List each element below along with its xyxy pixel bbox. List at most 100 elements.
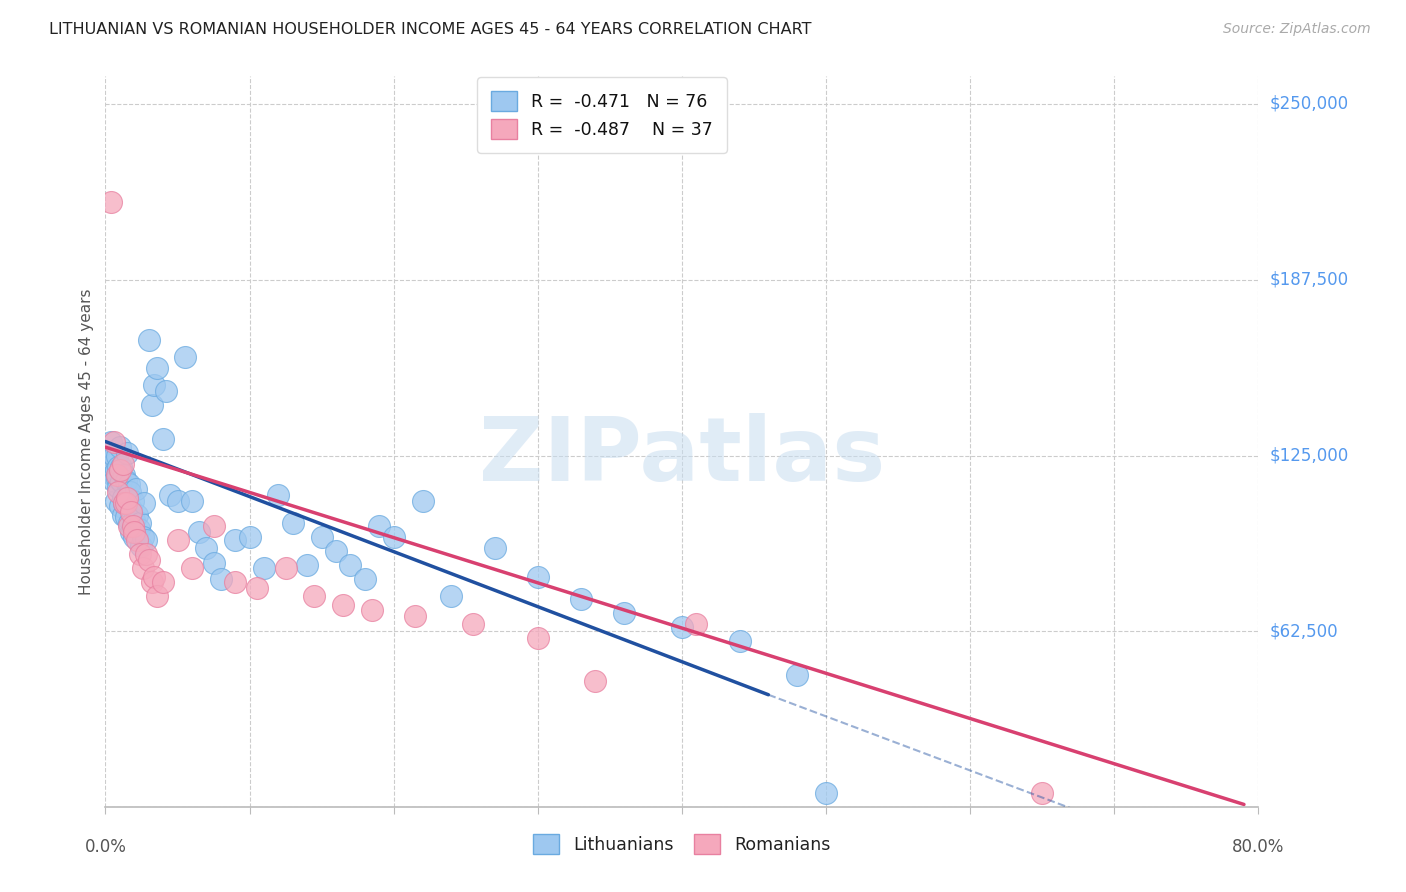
Point xyxy=(202,519,225,533)
Point xyxy=(146,361,169,376)
Point xyxy=(143,569,166,583)
Point xyxy=(125,483,148,497)
Point xyxy=(224,533,246,547)
Point xyxy=(786,668,808,682)
Point xyxy=(166,493,188,508)
Point xyxy=(111,508,134,522)
Point xyxy=(332,598,354,612)
Point xyxy=(1031,786,1053,800)
Point xyxy=(128,522,150,536)
Point xyxy=(138,333,160,347)
Point xyxy=(325,544,347,558)
Point xyxy=(304,589,326,603)
Point xyxy=(166,533,188,547)
Point xyxy=(114,474,136,488)
Point xyxy=(135,533,157,547)
Text: $250,000: $250,000 xyxy=(1270,95,1348,113)
Point xyxy=(103,474,125,488)
Point xyxy=(132,530,155,544)
Point xyxy=(239,530,262,544)
Point xyxy=(180,561,204,575)
Point xyxy=(112,496,135,510)
Point xyxy=(382,530,405,544)
Point xyxy=(118,485,141,500)
Point xyxy=(129,516,152,530)
Point xyxy=(141,575,163,590)
Point xyxy=(117,519,139,533)
Point xyxy=(120,502,142,516)
Point xyxy=(104,493,127,508)
Point xyxy=(131,539,153,553)
Point xyxy=(115,491,138,505)
Text: LITHUANIAN VS ROMANIAN HOUSEHOLDER INCOME AGES 45 - 64 YEARS CORRELATION CHART: LITHUANIAN VS ROMANIAN HOUSEHOLDER INCOM… xyxy=(49,22,811,37)
Point xyxy=(246,581,269,595)
Point xyxy=(110,459,132,474)
Point xyxy=(108,500,131,514)
Point xyxy=(117,476,139,491)
Point xyxy=(110,474,132,488)
Legend: Lithuanians, Romanians: Lithuanians, Romanians xyxy=(526,827,838,861)
Point xyxy=(146,589,169,603)
Point xyxy=(103,434,125,449)
Point xyxy=(440,589,463,603)
Point xyxy=(107,479,129,493)
Point xyxy=(527,569,550,583)
Point xyxy=(98,446,121,460)
Point xyxy=(107,485,129,500)
Point xyxy=(188,524,211,539)
Point xyxy=(105,471,128,485)
Point xyxy=(121,493,143,508)
Point xyxy=(267,488,290,502)
Point xyxy=(484,541,506,556)
Text: $62,500: $62,500 xyxy=(1270,623,1339,640)
Point xyxy=(108,463,131,477)
Text: Source: ZipAtlas.com: Source: ZipAtlas.com xyxy=(1223,22,1371,37)
Point xyxy=(613,606,636,620)
Point xyxy=(105,449,128,463)
Point xyxy=(281,516,304,530)
Text: $125,000: $125,000 xyxy=(1270,447,1348,465)
Point xyxy=(132,561,155,575)
Point xyxy=(180,493,204,508)
Point xyxy=(138,552,160,566)
Point xyxy=(108,440,131,454)
Point xyxy=(815,786,838,800)
Point xyxy=(127,508,149,522)
Point xyxy=(585,673,607,688)
Point xyxy=(127,533,149,547)
Point xyxy=(209,573,232,587)
Point xyxy=(100,195,122,210)
Point xyxy=(411,493,433,508)
Point xyxy=(297,558,319,573)
Point xyxy=(120,505,142,519)
Point xyxy=(114,510,136,524)
Point xyxy=(253,561,276,575)
Point xyxy=(354,573,377,587)
Point xyxy=(135,547,157,561)
Point xyxy=(111,491,134,505)
Point xyxy=(224,575,246,590)
Point xyxy=(115,493,138,508)
Point xyxy=(195,541,218,556)
Point xyxy=(311,530,333,544)
Point xyxy=(368,519,391,533)
Point xyxy=(141,398,163,412)
Point xyxy=(143,378,166,392)
Point xyxy=(124,524,146,539)
Point xyxy=(104,463,127,477)
Point xyxy=(112,496,135,510)
Point xyxy=(569,592,592,607)
Point xyxy=(114,496,136,510)
Point xyxy=(152,432,174,446)
Point xyxy=(101,468,124,483)
Point xyxy=(671,620,693,634)
Point xyxy=(274,561,297,575)
Point xyxy=(121,519,143,533)
Point xyxy=(100,434,122,449)
Point xyxy=(155,384,177,398)
Point xyxy=(124,530,146,544)
Point xyxy=(134,496,156,510)
Point xyxy=(461,617,484,632)
Point xyxy=(173,350,195,364)
Text: 80.0%: 80.0% xyxy=(1232,838,1285,855)
